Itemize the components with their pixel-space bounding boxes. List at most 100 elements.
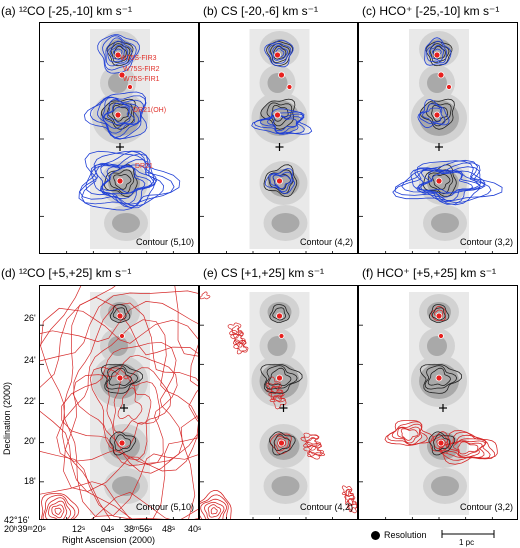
xtick-56s: 38ᵐ56ˢ xyxy=(124,524,153,534)
title-c: (c) HCO⁺ [-25,-10] km s⁻¹ xyxy=(362,4,500,18)
red-contour xyxy=(230,331,244,343)
red-contour xyxy=(229,325,243,336)
source-marker xyxy=(286,84,293,90)
red-contour xyxy=(457,441,479,455)
core-contour xyxy=(268,431,296,456)
source-marker xyxy=(116,374,124,382)
xtick-04s: 04ˢ xyxy=(101,524,115,534)
dust-core xyxy=(431,476,459,496)
red-contour xyxy=(42,494,76,519)
red-contour xyxy=(306,451,326,460)
red-contour xyxy=(391,423,423,446)
blue-contour xyxy=(107,40,129,63)
map-d xyxy=(40,286,198,519)
blue-contour xyxy=(424,37,452,66)
title-f: (f) HCO⁺ [+5,+25] km s⁻¹ xyxy=(362,266,497,280)
source-marker xyxy=(118,439,126,447)
map-a xyxy=(40,29,181,253)
blue-contour xyxy=(394,159,492,203)
red-contour xyxy=(210,507,218,515)
source-marker xyxy=(114,111,122,119)
source-marker xyxy=(278,333,285,339)
label-fir3: W75S-FIR3 xyxy=(120,55,157,62)
red-contour xyxy=(106,367,161,449)
title-e: (e) CS [+1,+25] km s⁻¹ xyxy=(203,266,325,280)
red-contour xyxy=(117,387,143,420)
map-f xyxy=(359,292,498,519)
red-contour xyxy=(436,438,446,448)
source-marker xyxy=(276,374,283,382)
blue-contour xyxy=(102,35,137,71)
core-contour xyxy=(269,304,290,323)
scale-bar-label: 1 pc xyxy=(459,538,475,547)
blue-contour xyxy=(272,45,289,61)
core-contour xyxy=(112,104,130,122)
core-contour xyxy=(428,431,456,456)
core-contour xyxy=(419,364,463,394)
core-contour xyxy=(427,367,451,386)
red-contour xyxy=(277,438,287,448)
blue-contour xyxy=(81,150,181,211)
resolution-label: Resolution xyxy=(384,530,427,540)
core-contour xyxy=(424,365,458,390)
blue-contour xyxy=(260,113,305,135)
core-contour xyxy=(266,102,293,127)
ytick-16: 42°16' xyxy=(4,515,30,525)
red-contour xyxy=(430,305,446,321)
core-contour xyxy=(114,434,132,452)
red-contour xyxy=(397,426,421,444)
contour-label-c: Contour (3,2) xyxy=(459,237,513,247)
panel-e: Contour (4,2) xyxy=(199,285,358,520)
core-contour xyxy=(429,304,450,323)
core-contour xyxy=(108,367,132,386)
scale-bar xyxy=(441,530,495,538)
blue-contour xyxy=(107,106,131,124)
core-contour xyxy=(268,169,294,195)
core-contour xyxy=(431,307,446,321)
source-marker xyxy=(438,333,444,339)
blue-contour xyxy=(428,44,445,61)
blue-contour xyxy=(416,170,481,194)
source-marker xyxy=(116,177,124,185)
core-contour xyxy=(260,364,303,394)
source-marker xyxy=(114,51,122,59)
blue-contour xyxy=(392,160,503,201)
blue-contour xyxy=(90,159,155,209)
ytick-20: 20' xyxy=(24,436,36,446)
xtick-48s: 48ˢ xyxy=(162,524,176,534)
source-marker xyxy=(433,51,441,59)
blue-contour xyxy=(272,174,292,190)
panel-f: Contour (3,2) xyxy=(358,285,518,520)
dust-core xyxy=(427,336,447,356)
red-contour xyxy=(300,434,320,447)
dust-core xyxy=(271,213,300,233)
blue-contour xyxy=(421,107,442,123)
blue-contour xyxy=(100,163,157,200)
red-contour xyxy=(266,376,281,391)
red-contour xyxy=(41,493,80,519)
red-contour xyxy=(207,504,222,518)
core-contour xyxy=(273,434,291,452)
core-contour xyxy=(433,434,451,452)
core-contour xyxy=(265,365,298,390)
contour-label-f: Contour (3,2) xyxy=(459,502,513,512)
ytick-22: 22' xyxy=(24,396,36,406)
red-contour xyxy=(200,291,211,300)
core-contour xyxy=(272,307,287,321)
dust-core xyxy=(267,336,288,356)
red-contour xyxy=(40,301,198,519)
x-axis-label: Right Ascension (2000) xyxy=(62,535,156,545)
blue-contour xyxy=(78,150,175,205)
red-contour xyxy=(40,307,198,519)
title-b: (b) CS [-20,-6] km s⁻¹ xyxy=(203,4,319,18)
panel-c: Contour (3,2) xyxy=(358,22,518,254)
y-axis-label: Declination (2000) xyxy=(2,381,12,455)
red-contour xyxy=(54,507,62,515)
red-contour xyxy=(430,431,452,454)
red-contour xyxy=(61,341,184,466)
source-marker xyxy=(437,439,445,447)
source-marker xyxy=(276,177,283,185)
blue-contour xyxy=(426,40,448,64)
red-contour xyxy=(51,504,65,519)
source-marker xyxy=(118,71,126,79)
